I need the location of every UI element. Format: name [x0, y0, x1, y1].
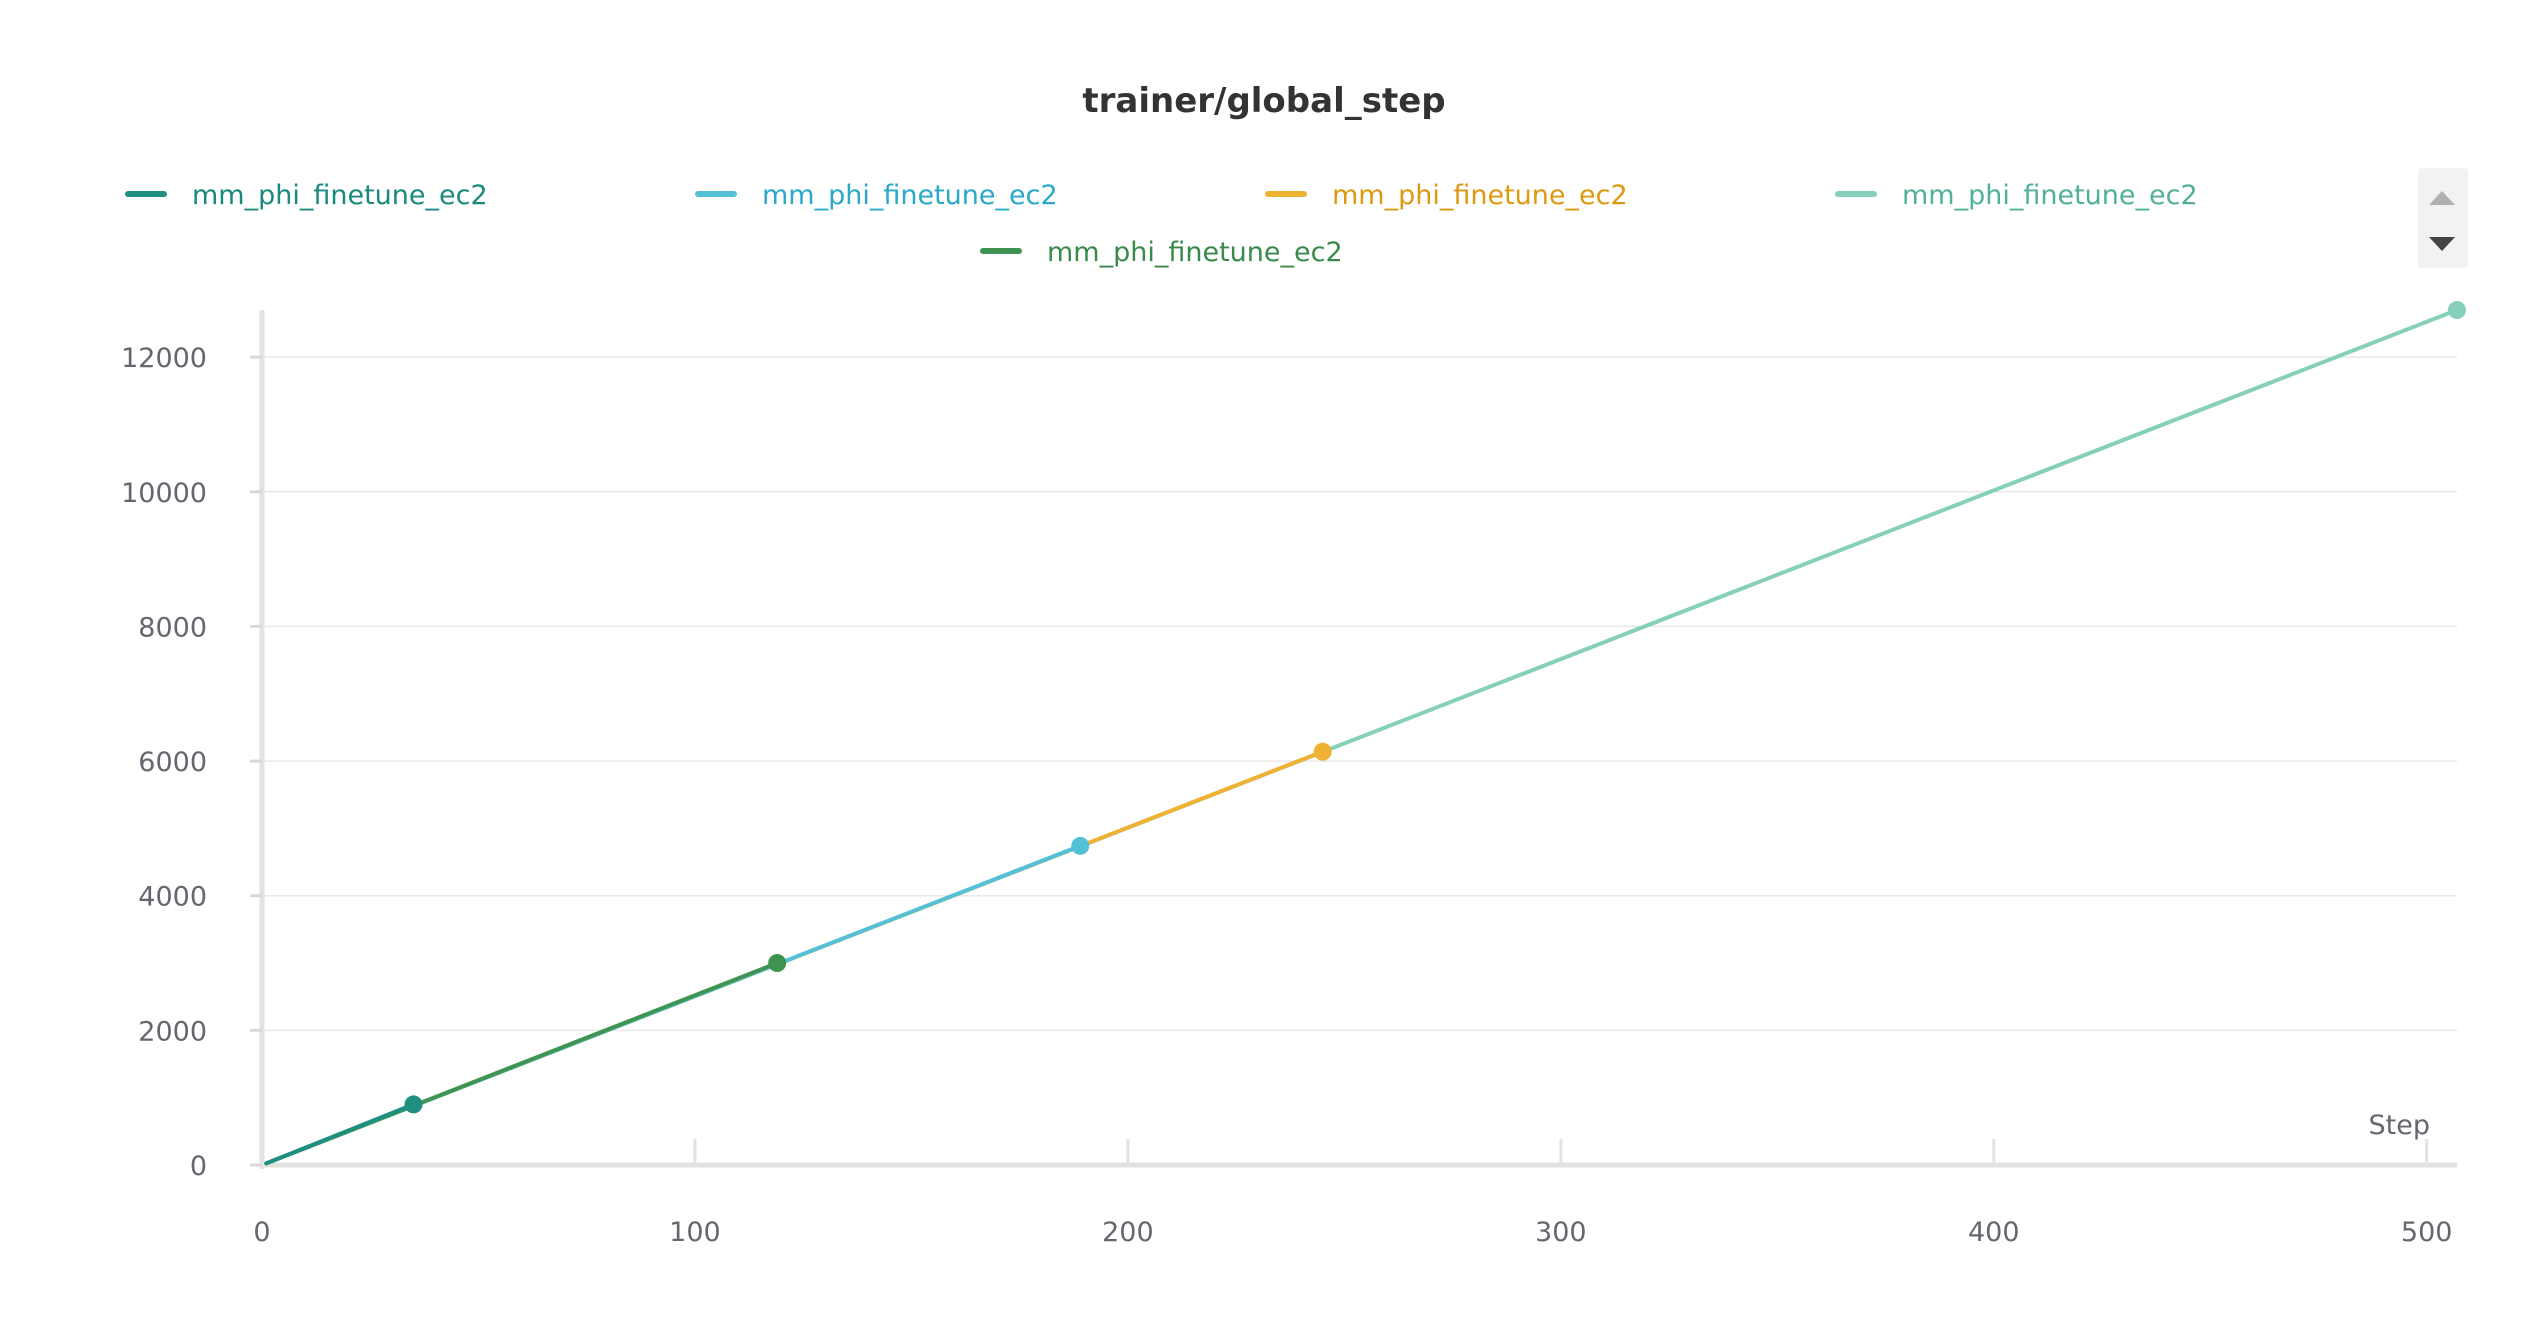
x-tick-label: 200 — [1102, 1217, 1154, 1248]
legend-scroll-down-icon[interactable] — [2429, 237, 2455, 251]
y-tick-label: 0 — [190, 1151, 207, 1182]
chart-title: trainer/global_step — [1082, 81, 1445, 121]
legend-scroll-track — [2418, 168, 2468, 268]
x-tick-label: 0 — [253, 1217, 270, 1248]
legend-scroll-up-icon[interactable] — [2429, 191, 2455, 205]
legend-item-3[interactable]: mm_phi_finetune_ec2 — [1265, 180, 1628, 211]
y-tick-label: 4000 — [138, 882, 207, 913]
x-tick-label: 500 — [2401, 1217, 2453, 1248]
series-end-point-2 — [1071, 836, 1090, 855]
legend: mm_phi_finetune_ec2 mm_phi_finetune_ec2 mm… — [125, 180, 2198, 268]
series-end-points — [404, 301, 2466, 1114]
series-end-point-3 — [1313, 742, 1332, 761]
x-tick-label: 300 — [1535, 1217, 1587, 1248]
legend-label: mm_phi_finetune_ec2 — [1332, 180, 1628, 211]
legend-label: mm_phi_finetune_ec2 — [1902, 180, 2198, 211]
legend-item-2[interactable]: mm_phi_finetune_ec2 — [695, 180, 1058, 211]
x-tick-label: 100 — [669, 1217, 721, 1248]
grid — [262, 356, 2457, 1032]
x-axis-label: Step — [2369, 1110, 2430, 1141]
series-end-point-4 — [2448, 301, 2466, 319]
y-tick-label: 12000 — [121, 343, 207, 374]
legend-label: mm_phi_finetune_ec2 — [192, 180, 488, 211]
series-end-point-1 — [404, 1095, 423, 1114]
legend-item-1[interactable]: mm_phi_finetune_ec2 — [125, 180, 488, 211]
series-end-point-5 — [768, 954, 787, 973]
legend-item-5[interactable]: mm_phi_finetune_ec2 — [980, 237, 1343, 268]
axes — [259, 310, 2457, 1169]
x-tick-label: 400 — [1968, 1217, 2020, 1248]
legend-label: mm_phi_finetune_ec2 — [762, 180, 1058, 211]
series-lines — [264, 308, 2459, 1166]
x-axis-ticks: 0 100 200 300 400 500 — [253, 1139, 2452, 1248]
series-line-1 — [264, 1102, 416, 1166]
y-axis-ticks: 0 2000 4000 6000 8000 10000 12000 — [121, 343, 262, 1182]
y-tick-label: 6000 — [138, 747, 207, 778]
legend-scroll — [2418, 168, 2468, 268]
y-tick-label: 2000 — [138, 1016, 207, 1047]
y-tick-label: 8000 — [138, 612, 207, 643]
y-tick-label: 10000 — [121, 478, 207, 509]
legend-label: mm_phi_finetune_ec2 — [1047, 237, 1343, 268]
legend-item-4[interactable]: mm_phi_finetune_ec2 — [1835, 180, 2198, 211]
